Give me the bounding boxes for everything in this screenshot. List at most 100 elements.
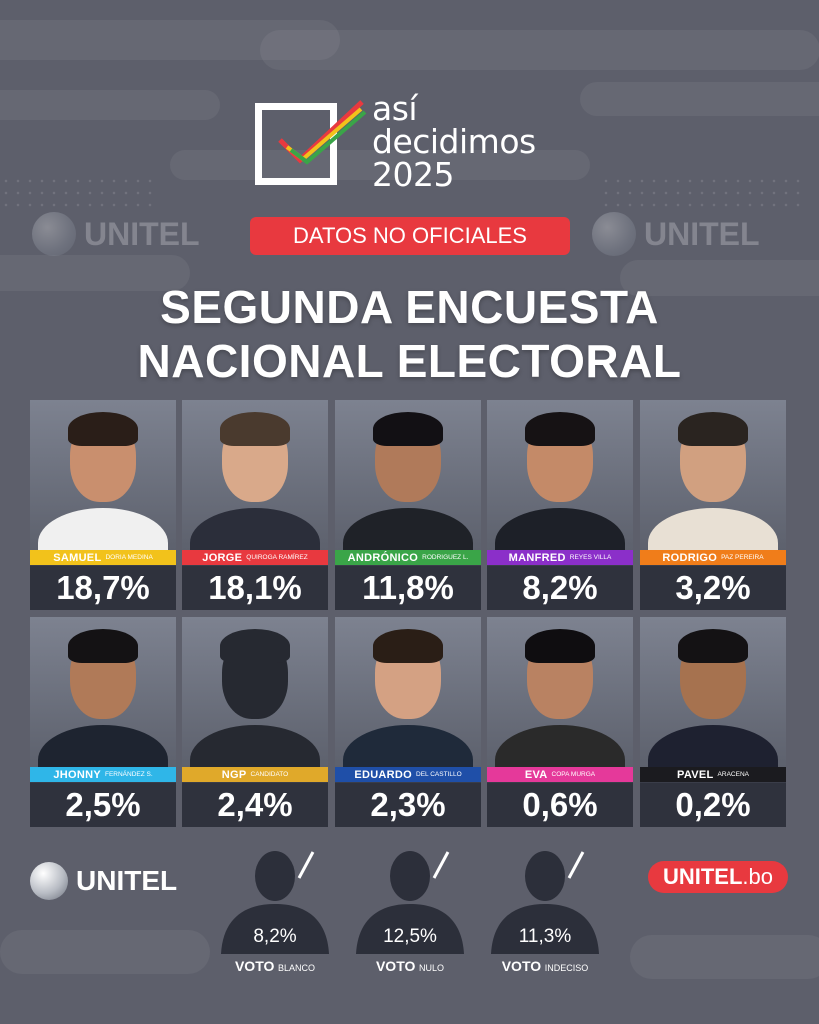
background-stripe	[0, 255, 190, 291]
candidate-last-name: RODRIGUEZ L.	[422, 554, 469, 561]
candidate-photo	[335, 400, 481, 550]
vote-label: VOTO NULO	[350, 958, 470, 974]
vote-category: 8,2% VOTO BLANCO	[215, 848, 335, 978]
logo-line: 2025	[372, 155, 454, 194]
candidate-card: MANFRED REYES VILLA 8,2%	[487, 400, 633, 610]
candidate-card: EDUARDO DEL CASTILLO 2,3%	[335, 617, 481, 827]
watermark-right: UNITEL	[592, 212, 760, 256]
vote-label-sub: INDECISO	[544, 963, 589, 973]
candidate-body	[648, 725, 778, 767]
candidate-hair	[678, 629, 748, 663]
candidate-photo	[640, 617, 786, 767]
candidate-body	[190, 725, 320, 767]
candidate-percentage: 11,8%	[335, 566, 481, 610]
candidate-body	[190, 508, 320, 550]
person-silhouette-icon	[221, 851, 329, 954]
background-stripe	[0, 90, 220, 120]
unitel-ball-icon	[30, 862, 68, 900]
vote-category: 12,5% VOTO NULO	[350, 848, 470, 978]
watermark-text: UNITEL	[84, 215, 200, 252]
candidate-last-name: COPA MURGA	[551, 771, 596, 778]
candidate-percentage: 0,2%	[640, 783, 786, 827]
candidate-body	[38, 508, 168, 550]
background-stripe	[580, 82, 819, 116]
candidate-hair	[373, 629, 443, 663]
vote-label-sub: BLANCO	[278, 963, 316, 973]
candidate-body	[495, 508, 625, 550]
candidate-hair	[68, 412, 138, 446]
site-ext: .bo	[742, 864, 774, 889]
candidate-name-bar: EDUARDO DEL CASTILLO	[335, 767, 481, 782]
candidate-percentage: 2,3%	[335, 783, 481, 827]
checkmark-icon	[278, 100, 367, 165]
candidate-last-name: ARACENA	[717, 771, 749, 778]
unitel-logo: UNITEL	[30, 862, 177, 900]
candidate-photo	[30, 617, 176, 767]
candidate-percentage: 2,4%	[182, 783, 328, 827]
vote-label-sub: NULO	[419, 963, 445, 973]
unitel-bo-link[interactable]: UNITEL .bo	[648, 861, 788, 893]
candidate-last-name: PAZ PEREIRA	[721, 554, 764, 561]
background-stripe	[260, 30, 819, 70]
candidate-card: JHONNY FERNÁNDEZ S. 2,5%	[30, 617, 176, 827]
candidate-hair	[525, 629, 595, 663]
person-silhouette-icon	[491, 851, 599, 954]
candidate-first-name: SAMUEL	[53, 551, 102, 564]
candidate-first-name: EDUARDO	[354, 768, 413, 781]
unofficial-data-badge: DATOS NO OFICIALES	[250, 217, 570, 255]
candidate-last-name: DEL CASTILLO	[416, 771, 462, 778]
candidate-name-bar: JHONNY FERNÁNDEZ S.	[30, 767, 176, 782]
site-main: UNITEL	[662, 864, 743, 889]
candidate-photo	[487, 400, 633, 550]
candidate-last-name: REYES VILLA	[569, 554, 612, 561]
candidate-photo	[182, 617, 328, 767]
candidate-name-bar: ANDRÓNICO RODRIGUEZ L.	[335, 550, 481, 565]
person-silhouette-icon	[356, 851, 464, 954]
candidate-percentage: 3,2%	[640, 566, 786, 610]
vote-label-main: VOTO	[234, 958, 275, 974]
candidate-first-name: EVA	[524, 768, 548, 781]
candidate-first-name: NGP	[221, 768, 247, 781]
page-title-line1: SEGUNDA ENCUESTA	[160, 281, 659, 333]
candidate-percentage: 18,1%	[182, 566, 328, 610]
candidate-body	[648, 508, 778, 550]
background-dots	[0, 175, 160, 215]
background-stripe	[0, 930, 210, 974]
candidate-first-name: PAVEL	[677, 768, 714, 781]
candidate-name-bar: JORGE QUIROGA RAMÍREZ	[182, 550, 328, 565]
background-stripe	[620, 260, 819, 296]
candidate-body	[343, 725, 473, 767]
logo-line: así	[372, 89, 418, 128]
candidate-percentage: 0,6%	[487, 783, 633, 827]
page-title-line2: NACIONAL ELECTORAL	[137, 335, 682, 387]
vote-value: 8,2%	[253, 926, 297, 947]
logo-line: decidimos	[372, 122, 536, 161]
vote-value: 11,3%	[518, 926, 572, 947]
candidate-name-bar: NGP CANDIDATO	[182, 767, 328, 782]
candidate-name-bar: MANFRED REYES VILLA	[487, 550, 633, 565]
background-stripe	[630, 935, 819, 979]
candidate-first-name: RODRIGO	[662, 551, 718, 564]
candidate-name-bar: SAMUEL DORIA MEDINA	[30, 550, 176, 565]
candidate-hair	[68, 629, 138, 663]
logo-wordmark: así decidimos 2025	[372, 92, 536, 191]
candidate-first-name: ANDRÓNICO	[347, 551, 419, 564]
candidate-name-bar: EVA COPA MURGA	[487, 767, 633, 782]
background-stripe	[0, 20, 340, 60]
candidate-card: RODRIGO PAZ PEREIRA 3,2%	[640, 400, 786, 610]
candidate-percentage: 8,2%	[487, 566, 633, 610]
candidate-first-name: MANFRED	[508, 551, 566, 564]
unitel-ball-icon	[592, 212, 636, 256]
background-stripe	[170, 150, 590, 180]
candidate-card: NGP CANDIDATO 2,4%	[182, 617, 328, 827]
candidate-body	[343, 508, 473, 550]
candidate-hair	[220, 629, 290, 663]
candidate-photo	[182, 400, 328, 550]
candidate-card: PAVEL ARACENA 0,2%	[640, 617, 786, 827]
candidate-card: ANDRÓNICO RODRIGUEZ L. 11,8%	[335, 400, 481, 610]
background-dots	[600, 175, 800, 215]
candidate-name-bar: RODRIGO PAZ PEREIRA	[640, 550, 786, 565]
candidate-last-name: DORIA MEDINA	[105, 554, 153, 561]
vote-category: 11,3% VOTO INDECISO	[485, 848, 605, 978]
watermark-text: UNITEL	[644, 215, 760, 252]
